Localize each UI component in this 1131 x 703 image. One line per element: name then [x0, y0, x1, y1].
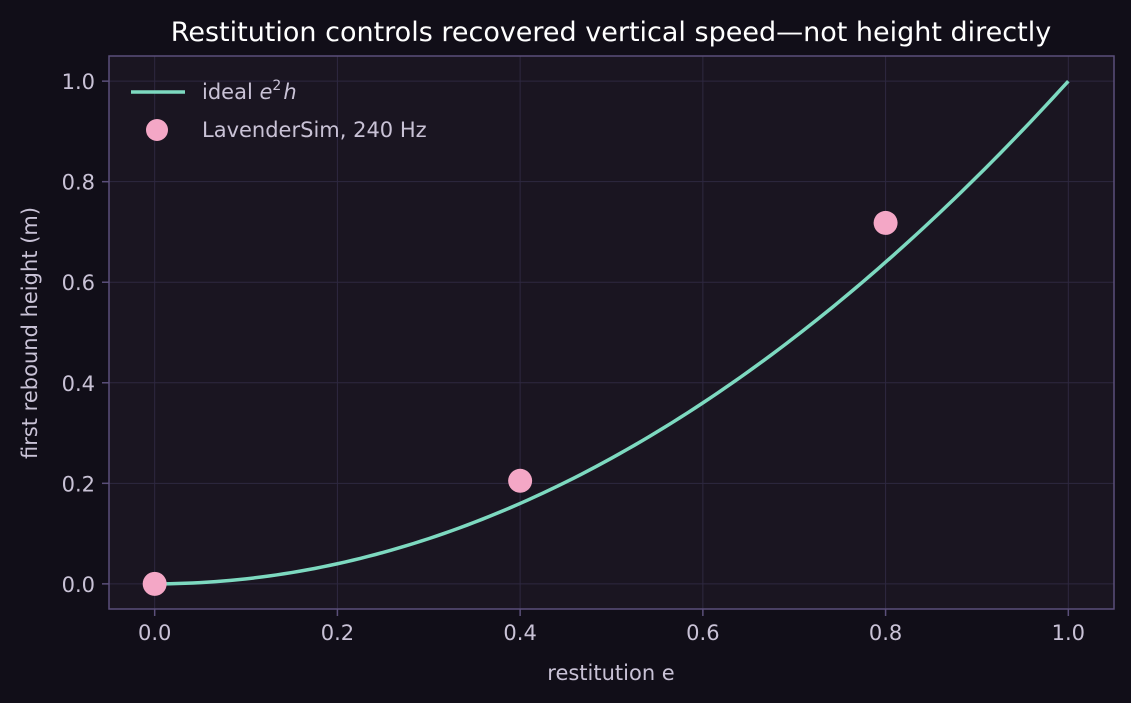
x-tick-label: 0.6	[686, 621, 719, 645]
plot-frame	[108, 55, 1115, 610]
chart-title: Restitution controls recovered vertical …	[171, 17, 1051, 48]
plot-area	[109, 56, 1114, 609]
legend-swatch-lavendersim	[146, 119, 168, 141]
grid-lines	[109, 56, 1114, 609]
legend-label-ideal-var: e	[259, 80, 272, 104]
scatter-point	[873, 210, 898, 235]
x-tick-label: 0.8	[869, 621, 902, 645]
x-tick-label: 0.0	[138, 621, 171, 645]
legend-label-ideal: ideal e2h	[202, 78, 297, 104]
series-line-ideal	[154, 79, 1070, 586]
x-axis-label: restitution e	[547, 661, 674, 685]
legend-label-lavendersim: LavenderSim, 240 Hz	[202, 118, 427, 142]
y-tick-label: 0.2	[62, 472, 95, 496]
legend-label-ideal-prefix: ideal	[202, 80, 259, 104]
y-tick-label: 0.8	[62, 171, 95, 195]
y-tick-label: 0.6	[62, 271, 95, 295]
series-scatter-lavendersim	[142, 210, 898, 596]
scatter-point	[508, 468, 533, 493]
y-tick-label: 0.4	[62, 372, 95, 396]
x-axis: 0.0 0.2 0.4 0.6 0.8 1.0	[138, 609, 1085, 645]
y-axis: 0.0 0.2 0.4 0.6 0.8 1.0	[62, 70, 109, 597]
x-tick-label: 0.2	[321, 621, 354, 645]
legend: ideal e2h LavenderSim, 240 Hz	[131, 78, 427, 142]
y-axis-label: first rebound height (m)	[18, 207, 42, 459]
y-tick-label: 1.0	[62, 70, 95, 94]
x-tick-label: 1.0	[1052, 621, 1085, 645]
y-tick-label: 0.0	[62, 573, 95, 597]
legend-label-ideal-suffix: h	[283, 80, 296, 104]
x-tick-label: 0.4	[503, 621, 536, 645]
legend-label-ideal-sup: 2	[272, 78, 281, 94]
scatter-point	[142, 571, 167, 596]
